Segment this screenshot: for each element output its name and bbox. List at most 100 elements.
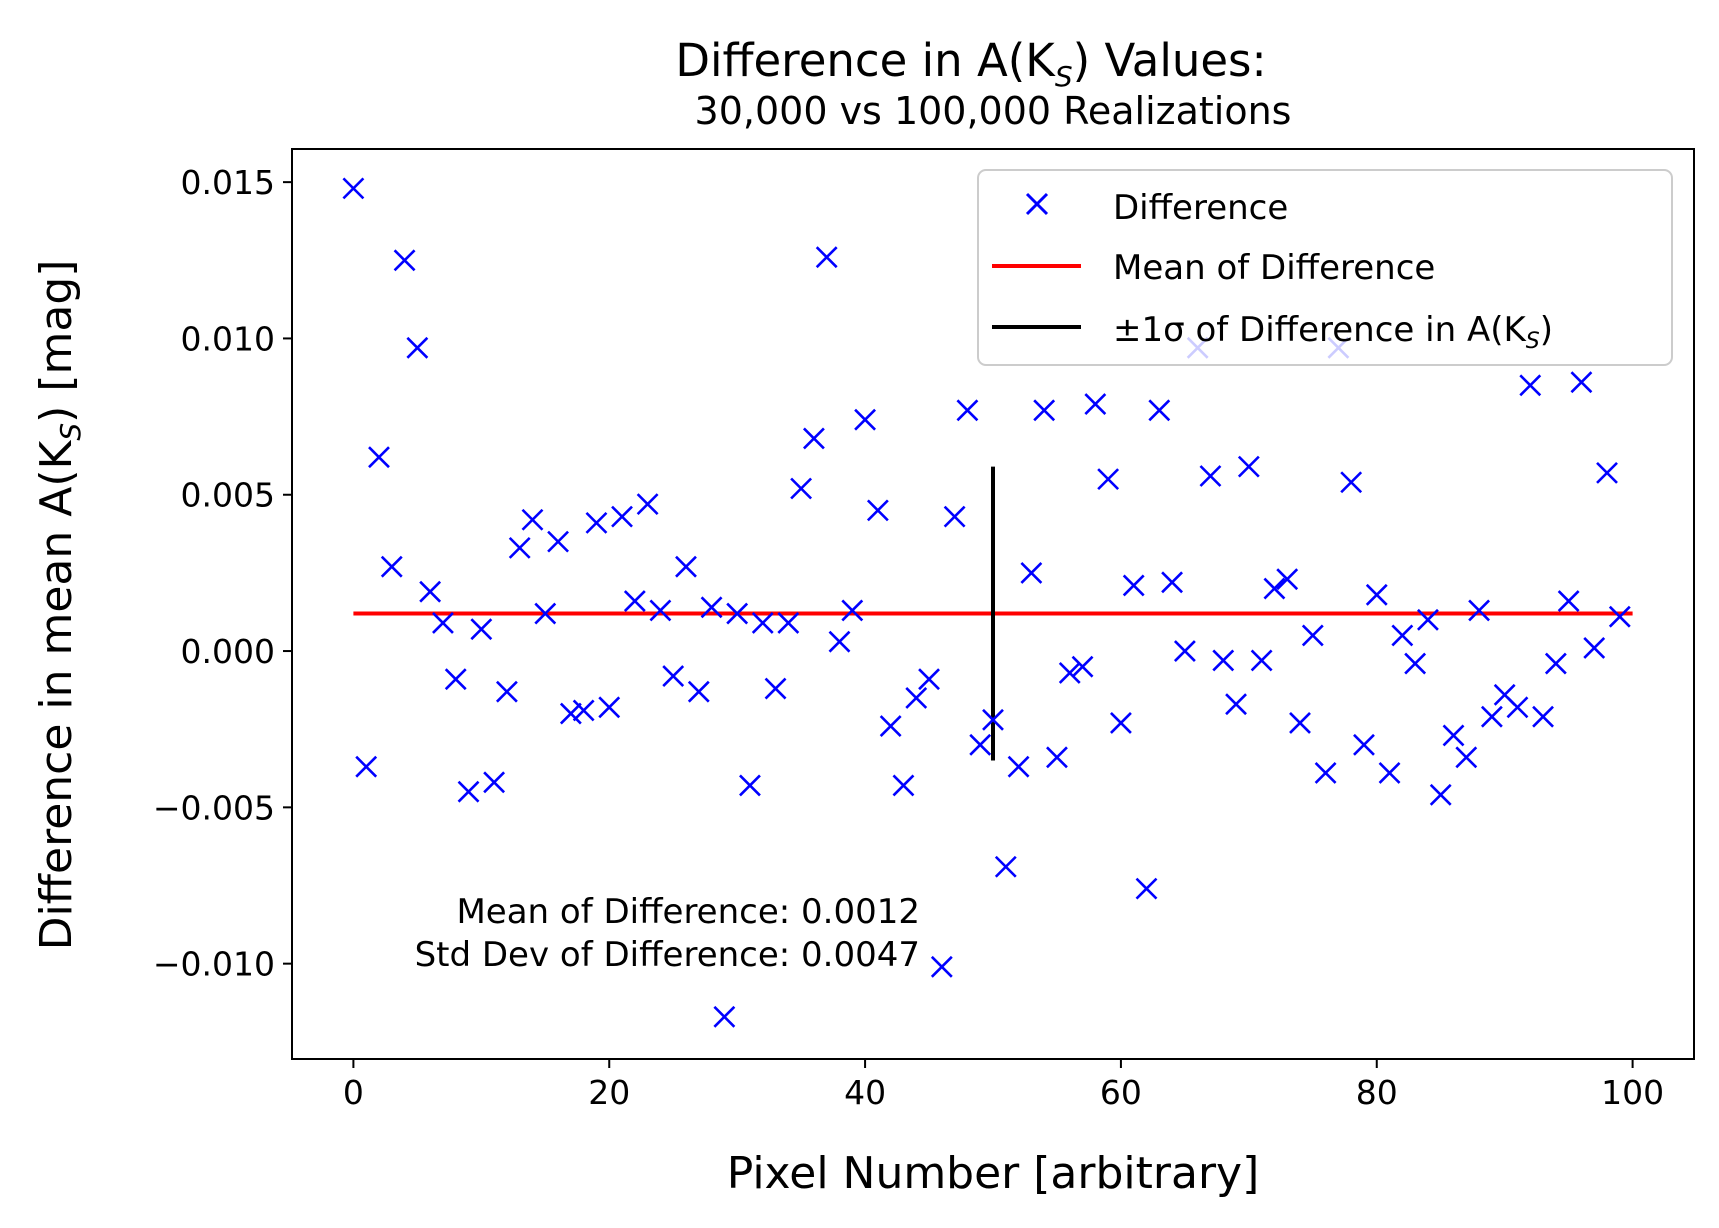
data-point-stroke-b — [918, 668, 940, 691]
legend-x-stroke-b — [1025, 192, 1049, 216]
annotation-std: Std Dev of Difference: 0.0047 — [415, 935, 920, 975]
data-point-stroke-b — [585, 511, 608, 534]
data-point — [1046, 746, 1068, 769]
data-point-stroke-b — [457, 780, 480, 803]
x-tick-label: 80 — [1356, 1073, 1398, 1112]
data-point — [662, 665, 685, 687]
x-axis-ticks: 0 20 40 60 80 100 — [343, 1059, 1664, 1112]
data-point-stroke-b — [764, 677, 787, 700]
data-point — [1340, 471, 1363, 494]
data-point — [1020, 561, 1043, 584]
data-point-stroke-b — [751, 611, 774, 634]
data-point-stroke-b — [943, 505, 966, 528]
data-point-stroke-b — [559, 702, 582, 725]
data-point-stroke-b — [1058, 662, 1081, 684]
data-point-stroke-b — [1276, 568, 1299, 591]
data-point — [879, 715, 902, 737]
data-point-stroke-b — [1557, 590, 1580, 612]
data-point — [1365, 583, 1388, 606]
data-point — [585, 511, 608, 534]
data-point — [1161, 571, 1184, 594]
data-point — [700, 596, 723, 619]
legend-label-sigma: ±1σ of Difference in A(KS) — [1113, 310, 1553, 354]
data-point — [470, 618, 493, 641]
data-point-stroke-b — [508, 536, 531, 559]
difference-points — [342, 177, 1631, 1028]
chart-subtitle: 30,000 vs 100,000 Realizations — [695, 89, 1292, 133]
data-point-stroke-b — [1020, 561, 1043, 584]
data-point — [1506, 696, 1529, 719]
data-point — [841, 599, 864, 622]
data-point — [1148, 399, 1171, 422]
legend-marker-difference — [1025, 192, 1049, 216]
reference-lines — [353, 466, 1633, 761]
data-point-stroke-b — [1391, 624, 1414, 647]
data-point — [611, 505, 633, 528]
data-point — [598, 696, 621, 719]
data-point — [1570, 371, 1593, 394]
legend: Difference Mean of Difference ±1σ of Dif… — [977, 169, 1673, 366]
data-point — [1237, 455, 1260, 478]
data-point — [687, 680, 710, 703]
data-point — [1301, 624, 1324, 647]
data-point-stroke-b — [866, 499, 889, 522]
data-point — [1250, 649, 1273, 672]
data-point-stroke-b — [1429, 783, 1452, 806]
data-point — [1007, 755, 1030, 778]
y-tick-label: −0.010 — [153, 945, 275, 984]
data-point — [815, 246, 838, 269]
data-point-stroke-b — [815, 246, 838, 269]
data-point — [892, 774, 915, 797]
data-point — [994, 855, 1017, 878]
data-point — [380, 555, 403, 578]
data-point-stroke-b — [739, 774, 761, 797]
data-point-stroke-b — [1570, 371, 1593, 394]
data-point — [1378, 762, 1401, 784]
data-point-stroke-b — [726, 602, 749, 625]
data-point — [1532, 705, 1554, 728]
y-tick-label: 0.010 — [181, 319, 275, 358]
data-point — [432, 611, 454, 634]
data-point-stroke-b — [1519, 374, 1542, 397]
data-point — [982, 708, 1004, 731]
plot-frame — [291, 148, 1695, 1060]
data-point — [1596, 461, 1618, 484]
data-point-stroke-b — [1532, 705, 1554, 728]
data-point-stroke-b — [1340, 471, 1363, 494]
data-point-stroke-b — [1033, 399, 1056, 422]
y-axis-label-main: Difference in mean A(K — [31, 439, 82, 950]
data-point — [777, 611, 800, 634]
legend-label-sigma-subscript: S — [1526, 329, 1540, 354]
legend-label-sigma-main: ±1σ of Difference in A(K — [1113, 310, 1527, 350]
data-point — [1314, 762, 1337, 784]
data-point-stroke-b — [687, 680, 710, 703]
data-point-stroke-b — [355, 755, 378, 778]
data-point-stroke-b — [777, 611, 800, 634]
data-point — [1544, 652, 1567, 675]
data-point-stroke-b — [956, 399, 979, 422]
data-point — [1468, 599, 1491, 622]
y-tick-label: 0.015 — [181, 163, 275, 202]
data-point — [521, 508, 544, 531]
data-point — [1417, 608, 1439, 631]
data-point-stroke-b — [1596, 461, 1618, 484]
data-point — [1097, 468, 1120, 491]
data-point-stroke-b — [700, 596, 723, 619]
data-point — [930, 955, 953, 978]
data-point — [1199, 465, 1222, 487]
legend-label-difference: Difference — [1113, 188, 1288, 228]
data-point-stroke-b — [1608, 605, 1631, 628]
data-point — [790, 477, 813, 500]
data-point-stroke-b — [521, 508, 544, 531]
chart-title-main: Difference in A(K — [675, 34, 1056, 87]
data-point — [1519, 374, 1542, 397]
data-point — [956, 399, 979, 422]
data-point — [623, 590, 646, 612]
data-point-stroke-b — [1046, 746, 1068, 769]
data-point — [1033, 399, 1056, 422]
data-point-stroke-b — [1468, 599, 1491, 622]
data-point — [1135, 877, 1158, 900]
x-axis-label: Pixel Number [arbitrary] — [727, 1148, 1259, 1199]
data-point-stroke-b — [1110, 712, 1132, 734]
